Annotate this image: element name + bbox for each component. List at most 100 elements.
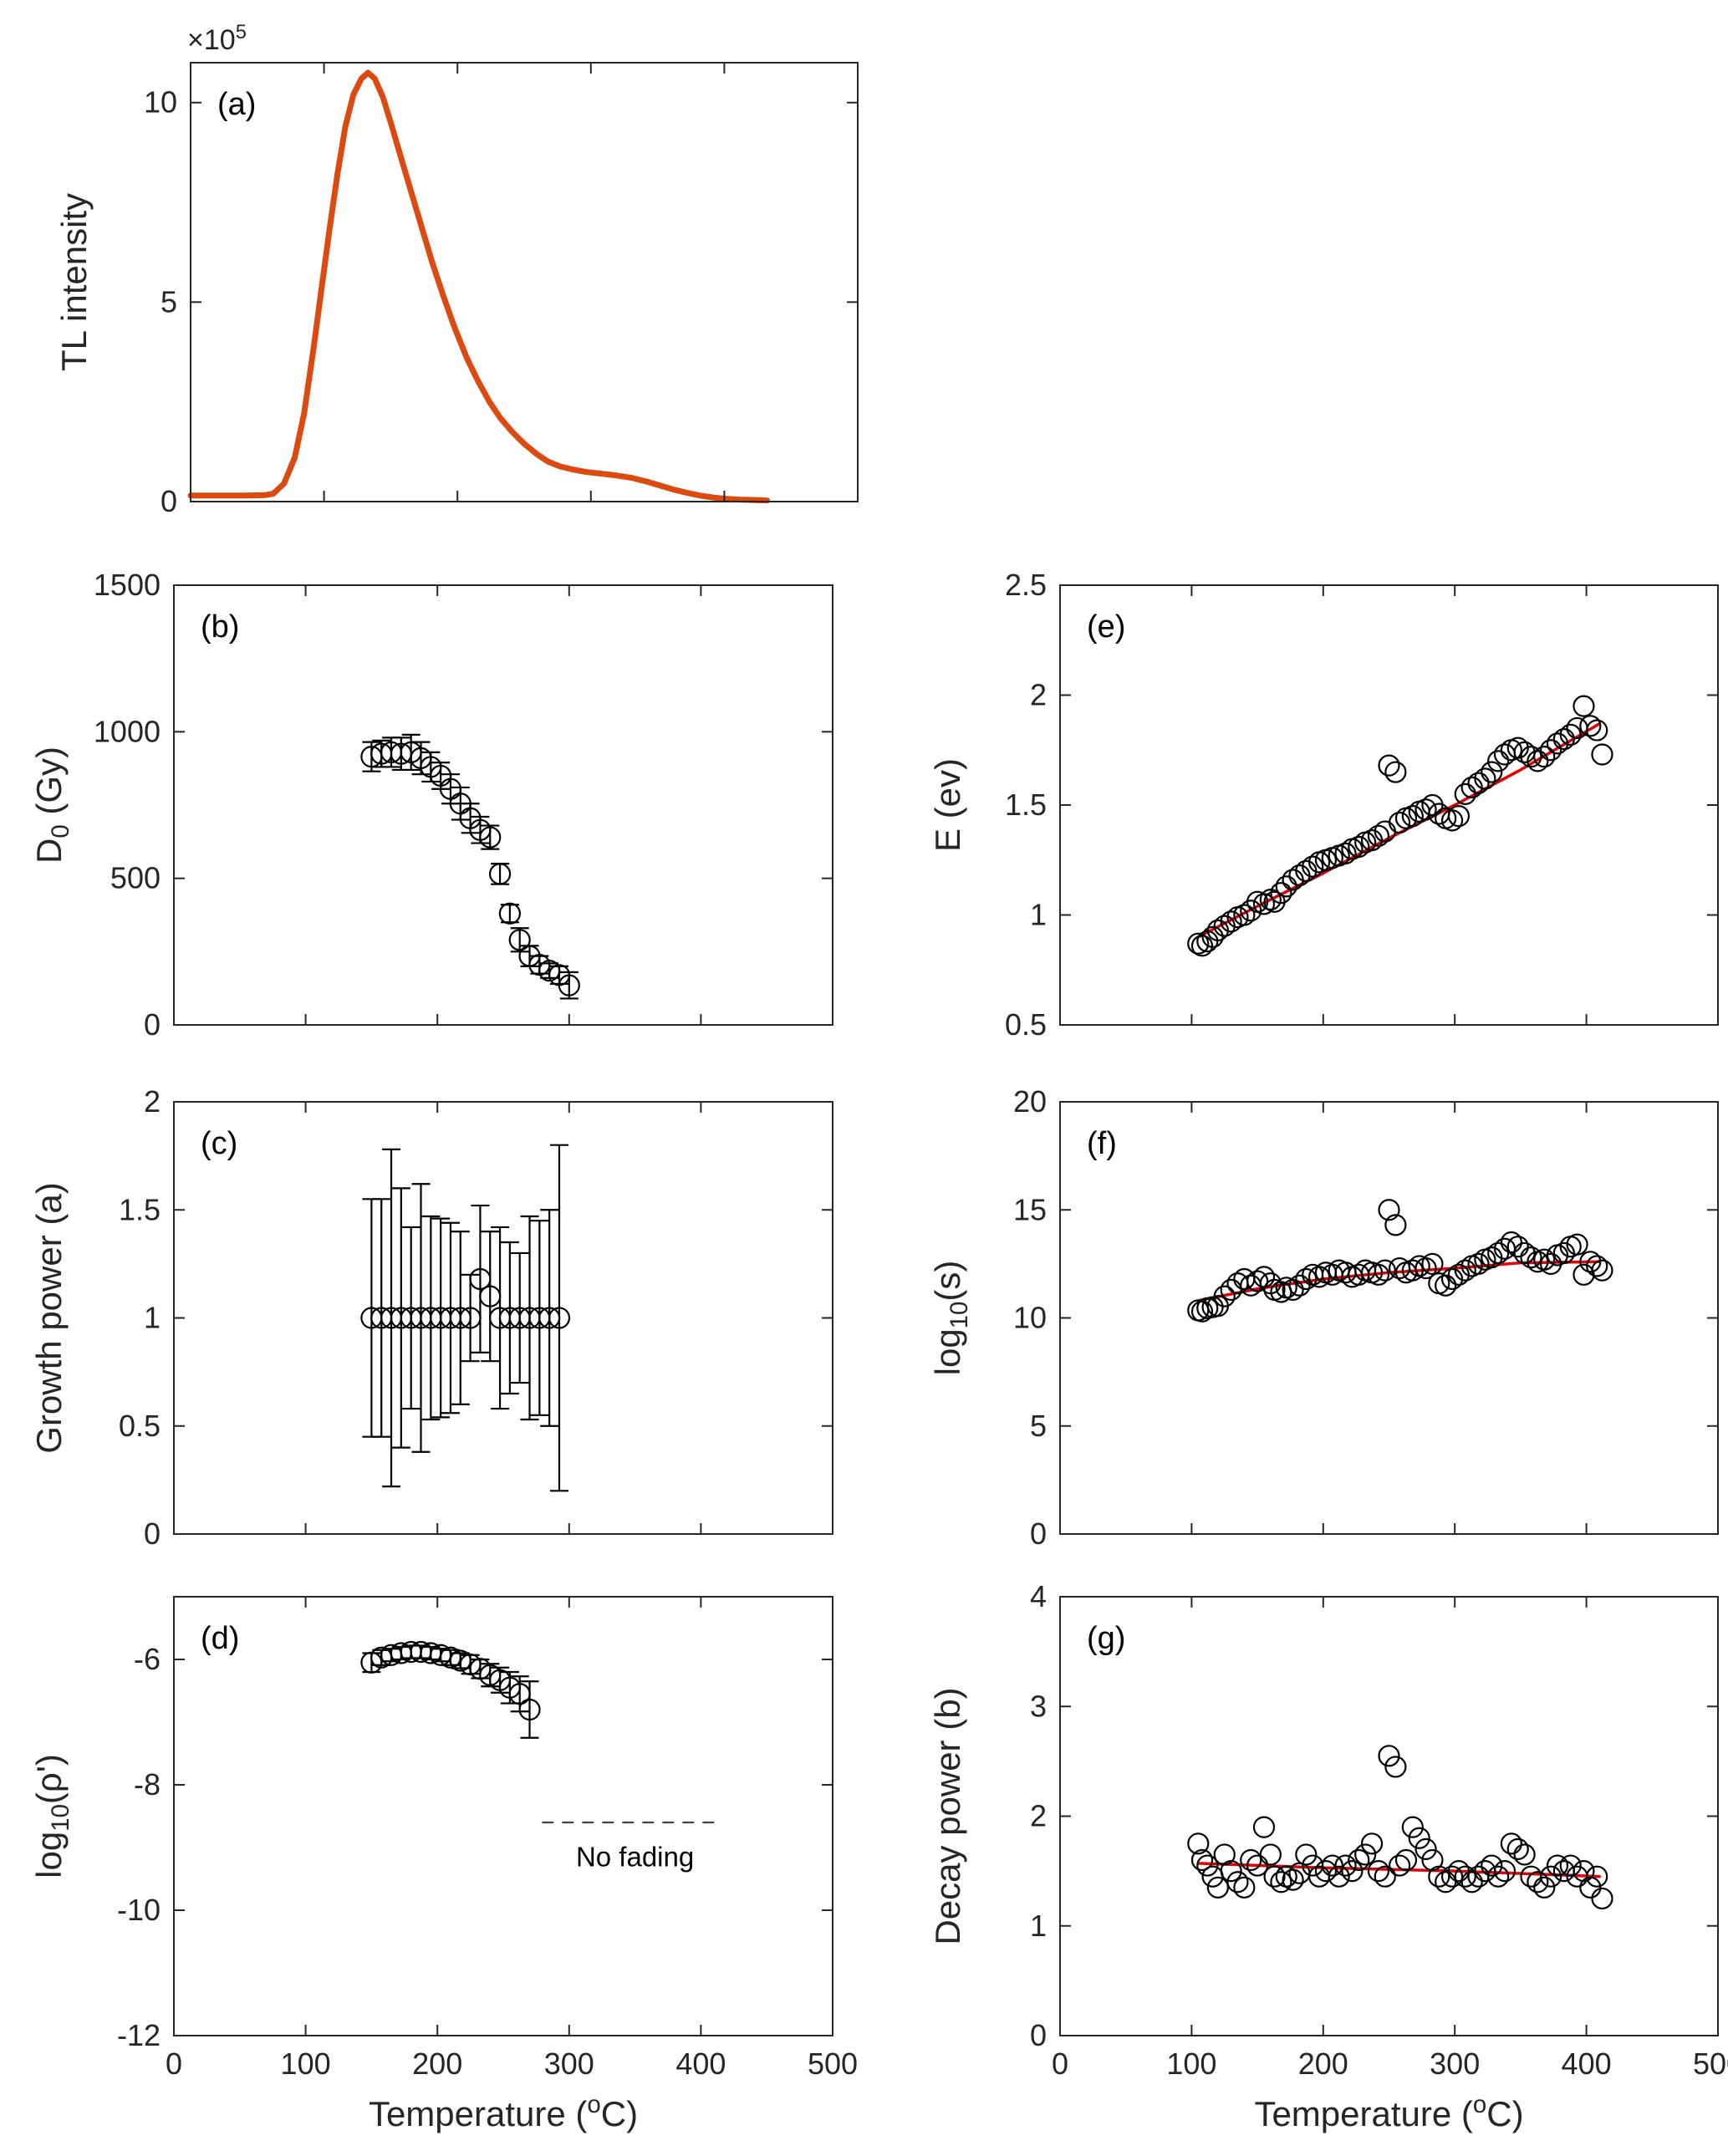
data-point [1579, 1251, 1602, 1273]
data-point [1220, 910, 1242, 933]
data-point [1573, 695, 1595, 717]
data-point [1314, 1860, 1338, 1883]
data-point [1295, 1843, 1318, 1866]
y-tick-label: 0.5 [1005, 1007, 1047, 1042]
data-point [1401, 1259, 1424, 1282]
data-point [1540, 1865, 1562, 1888]
data-point [1421, 1252, 1444, 1275]
data-point [1354, 1843, 1377, 1866]
data-point [1246, 1854, 1269, 1877]
data-point [1282, 1868, 1304, 1891]
y-tick-label: -10 [117, 1893, 161, 1927]
data-point [1334, 1854, 1357, 1877]
data-point [1263, 1865, 1286, 1888]
data-point [1213, 1285, 1236, 1307]
data-point [1307, 1865, 1331, 1888]
data-point [1288, 1274, 1311, 1297]
y-tick-label: 1.5 [1005, 787, 1047, 822]
data-point [1447, 805, 1471, 828]
data-point [1520, 1865, 1542, 1888]
data-point [1586, 1865, 1608, 1888]
panel-f: 0 5 10 15 20 log10(s) (f) [928, 1084, 1719, 1551]
y-tick-label: 1 [1030, 898, 1047, 932]
data-point [1467, 772, 1490, 794]
data-point [1334, 842, 1357, 864]
panel-letter: (g) [1087, 1621, 1125, 1656]
data-point [1552, 727, 1575, 751]
y-axis-label: E (ev) [928, 758, 967, 852]
data-point [1415, 1256, 1437, 1280]
y-tick-label: 1000 [94, 714, 161, 748]
data-point [1378, 1199, 1400, 1221]
y-tick-label: -8 [134, 1767, 161, 1802]
data-point [1252, 893, 1276, 915]
data-point [1481, 761, 1503, 783]
data-point [1401, 1816, 1424, 1838]
panel-e: 0.5 1 1.5 2 2.5 E (ev) (e) [928, 568, 1719, 1042]
data-point [1233, 904, 1256, 926]
y-tick-label: 500 [110, 861, 161, 895]
y-axis-label: Growth power (a) [29, 1182, 69, 1453]
data-point [1559, 1854, 1582, 1877]
data-point [558, 974, 580, 996]
x-tick-label: 400 [675, 2046, 726, 2081]
x-tick-label: 100 [1166, 2046, 1216, 2081]
axes-box [1059, 584, 1719, 1026]
data-point [1579, 715, 1602, 737]
data-point [1367, 1860, 1390, 1883]
data-point [1270, 882, 1292, 905]
y-tick-label: 2 [144, 1084, 161, 1119]
x-tick-label: 300 [1430, 2046, 1480, 2081]
y-tick-label: 10 [144, 85, 177, 120]
data-point [1467, 1865, 1490, 1888]
y-tick-label: 3 [1030, 1689, 1047, 1723]
data-point [1559, 723, 1582, 746]
data-point [1378, 1745, 1400, 1767]
data-point [1506, 1837, 1529, 1860]
y-tick-label: 2 [1030, 1799, 1047, 1833]
data-point [1328, 1865, 1350, 1888]
data-point [1187, 932, 1210, 955]
data-point [1415, 1837, 1437, 1860]
data-point [548, 1307, 571, 1329]
data-point [1367, 1263, 1390, 1286]
axes-box [173, 1596, 833, 2036]
data-point [1493, 1860, 1516, 1883]
y-tick-label: 1.5 [119, 1192, 161, 1226]
y-tick-label: 0 [161, 484, 177, 518]
y-axis-label: D0 (Gy) [29, 747, 74, 864]
data-point [1252, 1816, 1276, 1838]
data-point [1388, 1854, 1411, 1877]
data-point [1348, 835, 1370, 859]
data-point [479, 826, 502, 849]
panel-letter: (f) [1087, 1126, 1117, 1161]
y-tick-label: 1500 [94, 568, 161, 602]
data-point [1586, 1255, 1608, 1277]
panel-c: 0 0.5 1 1.5 2 Growth power (a) (c) [29, 1084, 833, 1551]
y-tick-label: 0 [144, 1516, 161, 1551]
x-tick-label: 500 [1693, 2046, 1728, 2081]
data-point [1467, 1252, 1490, 1275]
data-point [1233, 1876, 1256, 1899]
y-tick-label: 5 [161, 284, 177, 319]
x-tick-label: 0 [166, 2046, 182, 2081]
data-point [1348, 1848, 1370, 1872]
data-point [1388, 1256, 1411, 1280]
data-point [1384, 1756, 1407, 1778]
data-point [1520, 746, 1542, 768]
data-point [1527, 1871, 1549, 1894]
axes-box [190, 62, 859, 502]
x-tick-label: 400 [1562, 2046, 1612, 2081]
y-tick-label: 2.5 [1005, 568, 1047, 602]
data-point [1487, 1865, 1510, 1888]
data-point [1500, 1231, 1522, 1254]
y-tick-label: -12 [117, 2018, 161, 2052]
data-point [1378, 754, 1400, 777]
y-tick-label: 15 [1013, 1192, 1047, 1226]
panel-letter: (c) [201, 1126, 237, 1161]
data-point [1201, 1865, 1224, 1888]
data-point [1440, 1865, 1464, 1888]
data-point [1586, 719, 1608, 742]
data-point [1360, 1832, 1384, 1855]
axes-box [1059, 1596, 1719, 2036]
